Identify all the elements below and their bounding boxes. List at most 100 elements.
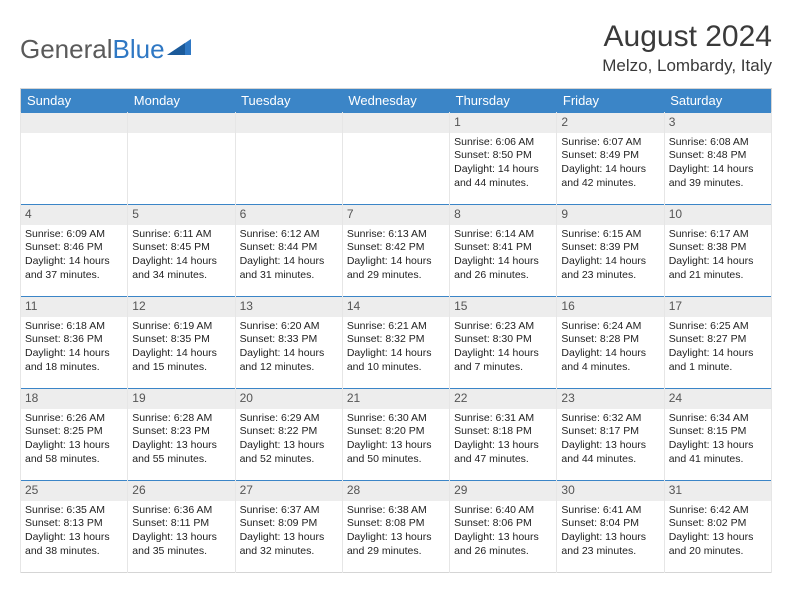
calendar-day-cell: 9Sunrise: 6:15 AMSunset: 8:39 PMDaylight… (557, 205, 664, 297)
sunset-text: Sunset: 8:50 PM (454, 149, 552, 163)
calendar-table: SundayMondayTuesdayWednesdayThursdayFrid… (20, 88, 772, 573)
sunset-text: Sunset: 8:28 PM (561, 333, 659, 347)
calendar-day-cell: 3Sunrise: 6:08 AMSunset: 8:48 PMDaylight… (664, 113, 771, 205)
sunset-text: Sunset: 8:45 PM (132, 241, 230, 255)
daylight-text: Daylight: 13 hours (454, 531, 552, 545)
day-number: 30 (557, 481, 663, 501)
calendar-day-cell: 10Sunrise: 6:17 AMSunset: 8:38 PMDayligh… (664, 205, 771, 297)
day-number: 31 (665, 481, 771, 501)
calendar-week-row: 25Sunrise: 6:35 AMSunset: 8:13 PMDayligh… (21, 481, 772, 573)
daylight-text: Daylight: 14 hours (454, 163, 552, 177)
daylight-text: and 31 minutes. (240, 269, 338, 283)
daylight-text: Daylight: 13 hours (132, 439, 230, 453)
sunset-text: Sunset: 8:11 PM (132, 517, 230, 531)
sunrise-text: Sunrise: 6:38 AM (347, 504, 445, 518)
page-header: GeneralBlue August 2024 Melzo, Lombardy,… (20, 20, 772, 76)
sunset-text: Sunset: 8:49 PM (561, 149, 659, 163)
location-text: Melzo, Lombardy, Italy (602, 56, 772, 76)
sunset-text: Sunset: 8:42 PM (347, 241, 445, 255)
daylight-text: Daylight: 14 hours (132, 347, 230, 361)
daylight-text: Daylight: 13 hours (669, 531, 767, 545)
daylight-text: and 44 minutes. (454, 177, 552, 191)
sunset-text: Sunset: 8:02 PM (669, 517, 767, 531)
sunset-text: Sunset: 8:25 PM (25, 425, 123, 439)
sunrise-text: Sunrise: 6:36 AM (132, 504, 230, 518)
daylight-text: Daylight: 14 hours (561, 163, 659, 177)
sunset-text: Sunset: 8:22 PM (240, 425, 338, 439)
day-header-row: SundayMondayTuesdayWednesdayThursdayFrid… (21, 89, 772, 113)
calendar-day-cell: 8Sunrise: 6:14 AMSunset: 8:41 PMDaylight… (450, 205, 557, 297)
sunset-text: Sunset: 8:38 PM (669, 241, 767, 255)
sunset-text: Sunset: 8:06 PM (454, 517, 552, 531)
day-number: 9 (557, 205, 663, 225)
calendar-week-row: 1Sunrise: 6:06 AMSunset: 8:50 PMDaylight… (21, 113, 772, 205)
day-number: 1 (450, 113, 556, 133)
calendar-day-cell: 22Sunrise: 6:31 AMSunset: 8:18 PMDayligh… (450, 389, 557, 481)
calendar-day-cell: 25Sunrise: 6:35 AMSunset: 8:13 PMDayligh… (21, 481, 128, 573)
daylight-text: Daylight: 14 hours (25, 347, 123, 361)
daylight-text: and 20 minutes. (669, 545, 767, 559)
sunrise-text: Sunrise: 6:19 AM (132, 320, 230, 334)
sunrise-text: Sunrise: 6:42 AM (669, 504, 767, 518)
day-number: 19 (128, 389, 234, 409)
daylight-text: Daylight: 13 hours (240, 531, 338, 545)
sunset-text: Sunset: 8:20 PM (347, 425, 445, 439)
sunrise-text: Sunrise: 6:12 AM (240, 228, 338, 242)
day-number: 13 (236, 297, 342, 317)
daylight-text: and 29 minutes. (347, 269, 445, 283)
title-block: August 2024 Melzo, Lombardy, Italy (602, 20, 772, 76)
calendar-day-cell: 12Sunrise: 6:19 AMSunset: 8:35 PMDayligh… (128, 297, 235, 389)
sunrise-text: Sunrise: 6:15 AM (561, 228, 659, 242)
daylight-text: and 52 minutes. (240, 453, 338, 467)
day-header: Monday (128, 89, 235, 113)
daylight-text: Daylight: 14 hours (669, 255, 767, 269)
daylight-text: Daylight: 13 hours (347, 439, 445, 453)
sunrise-text: Sunrise: 6:13 AM (347, 228, 445, 242)
daylight-text: Daylight: 13 hours (132, 531, 230, 545)
daylight-text: Daylight: 14 hours (347, 347, 445, 361)
daylight-text: and 37 minutes. (25, 269, 123, 283)
sunrise-text: Sunrise: 6:21 AM (347, 320, 445, 334)
daylight-text: Daylight: 14 hours (561, 255, 659, 269)
day-number: 10 (665, 205, 771, 225)
daylight-text: Daylight: 14 hours (25, 255, 123, 269)
day-number: 12 (128, 297, 234, 317)
day-number: 5 (128, 205, 234, 225)
daylight-text: and 15 minutes. (132, 361, 230, 375)
logo-text-blue: Blue (113, 34, 165, 64)
sunset-text: Sunset: 8:36 PM (25, 333, 123, 347)
day-number: 18 (21, 389, 127, 409)
sunset-text: Sunset: 8:30 PM (454, 333, 552, 347)
sunset-text: Sunset: 8:33 PM (240, 333, 338, 347)
calendar-day-cell: 26Sunrise: 6:36 AMSunset: 8:11 PMDayligh… (128, 481, 235, 573)
sunrise-text: Sunrise: 6:30 AM (347, 412, 445, 426)
day-number (343, 113, 449, 133)
sunset-text: Sunset: 8:04 PM (561, 517, 659, 531)
calendar-week-row: 18Sunrise: 6:26 AMSunset: 8:25 PMDayligh… (21, 389, 772, 481)
calendar-day-cell: 28Sunrise: 6:38 AMSunset: 8:08 PMDayligh… (342, 481, 449, 573)
sunset-text: Sunset: 8:09 PM (240, 517, 338, 531)
sunset-text: Sunset: 8:41 PM (454, 241, 552, 255)
calendar-day-cell: 19Sunrise: 6:28 AMSunset: 8:23 PMDayligh… (128, 389, 235, 481)
daylight-text: and 23 minutes. (561, 269, 659, 283)
daylight-text: Daylight: 13 hours (669, 439, 767, 453)
sunrise-text: Sunrise: 6:37 AM (240, 504, 338, 518)
daylight-text: Daylight: 13 hours (347, 531, 445, 545)
daylight-text: and 38 minutes. (25, 545, 123, 559)
sunset-text: Sunset: 8:44 PM (240, 241, 338, 255)
daylight-text: and 29 minutes. (347, 545, 445, 559)
daylight-text: and 41 minutes. (669, 453, 767, 467)
daylight-text: and 55 minutes. (132, 453, 230, 467)
month-title: August 2024 (602, 20, 772, 54)
daylight-text: Daylight: 14 hours (561, 347, 659, 361)
calendar-day-cell: 7Sunrise: 6:13 AMSunset: 8:42 PMDaylight… (342, 205, 449, 297)
calendar-day-cell (342, 113, 449, 205)
daylight-text: and 7 minutes. (454, 361, 552, 375)
logo-text: GeneralBlue (20, 34, 165, 65)
sunrise-text: Sunrise: 6:18 AM (25, 320, 123, 334)
sunset-text: Sunset: 8:48 PM (669, 149, 767, 163)
day-number: 22 (450, 389, 556, 409)
sunset-text: Sunset: 8:27 PM (669, 333, 767, 347)
day-number: 14 (343, 297, 449, 317)
daylight-text: and 1 minute. (669, 361, 767, 375)
